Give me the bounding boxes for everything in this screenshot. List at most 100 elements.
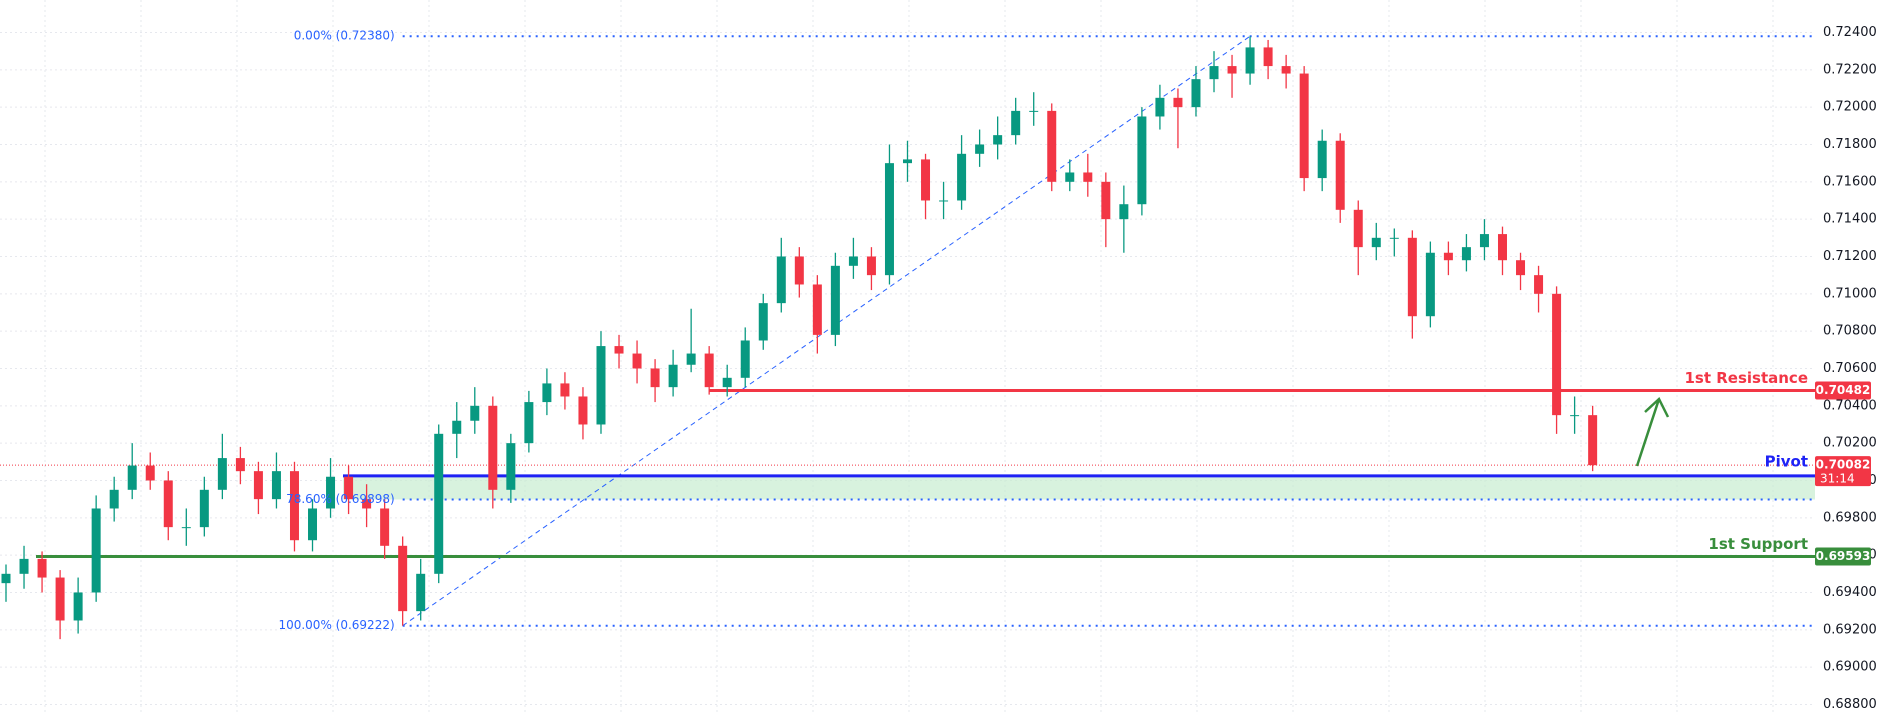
- candle-body: [19, 558, 29, 574]
- candle-body: [416, 573, 426, 612]
- candle-body: [668, 364, 678, 388]
- candle-body: [1443, 252, 1453, 261]
- candle-body: [1173, 97, 1183, 108]
- candle-body: [957, 153, 967, 201]
- fib-label: 100.00% (0.69222): [278, 618, 394, 632]
- candle-body: [1245, 47, 1255, 74]
- candle-body: [127, 465, 137, 490]
- candle-body: [1461, 247, 1471, 261]
- candle-body: [632, 353, 642, 369]
- candle-body: [326, 476, 336, 509]
- candle-body: [939, 200, 949, 202]
- candle-body: [1570, 415, 1580, 417]
- candle-body: [740, 340, 750, 378]
- level-price-label: 0.70482: [1816, 383, 1871, 397]
- y-tick-label: 0.69200: [1823, 622, 1877, 637]
- countdown: 31:14: [1820, 472, 1855, 486]
- candle-body: [289, 471, 299, 541]
- candle-body: [848, 256, 858, 266]
- candle-body: [1299, 73, 1309, 179]
- candle-body: [344, 476, 354, 500]
- candle-body: [199, 489, 209, 528]
- candle-body: [1047, 110, 1057, 182]
- fib-label: 0.00% (0.72380): [294, 29, 395, 43]
- candles: [1, 36, 1598, 640]
- arrow: [1635, 396, 1670, 467]
- candle-body: [91, 508, 101, 593]
- candle-body: [560, 383, 570, 397]
- y-tick-label: 0.70200: [1823, 436, 1877, 451]
- candle-body: [722, 377, 732, 388]
- pivot-zone: [343, 475, 1815, 500]
- candle-body: [398, 545, 408, 612]
- fib-trend-line: [402, 35, 1251, 627]
- candle-body: [1425, 252, 1435, 317]
- overlays: [0, 35, 1815, 627]
- candle-body: [650, 368, 660, 388]
- candle-body: [434, 433, 444, 574]
- candle-body: [1191, 79, 1201, 108]
- y-tick-label: 0.71400: [1823, 212, 1877, 227]
- candle-body: [830, 265, 840, 335]
- candle-body: [812, 284, 822, 335]
- candle-body: [542, 383, 552, 403]
- level-name: 1st Resistance: [1684, 369, 1808, 387]
- candle-body: [794, 256, 804, 285]
- candle-body: [1101, 181, 1111, 220]
- candle-body: [993, 135, 1003, 145]
- candle-body: [1371, 237, 1381, 248]
- candle-body: [614, 346, 624, 354]
- candle-body: [217, 458, 227, 490]
- candle-body: [1479, 234, 1489, 248]
- y-tick-label: 0.69400: [1823, 585, 1877, 600]
- candle-body: [109, 489, 119, 509]
- y-tick-label: 0.70800: [1823, 324, 1877, 339]
- candle-body: [1209, 66, 1219, 80]
- candle-body: [55, 577, 65, 621]
- candle-body: [1, 573, 11, 584]
- candle-body: [1011, 110, 1021, 136]
- level-price-label: 0.69593: [1816, 549, 1871, 563]
- candle-body: [1137, 116, 1147, 205]
- y-tick-label: 0.71800: [1823, 137, 1877, 152]
- y-tick-label: 0.69800: [1823, 510, 1877, 525]
- candle-body: [452, 420, 462, 434]
- candle-body: [1083, 172, 1093, 182]
- candle-body: [380, 508, 390, 546]
- y-tick-label: 0.71000: [1823, 286, 1877, 301]
- candle-body: [1155, 97, 1165, 117]
- candle-body: [975, 144, 985, 154]
- candle-body: [704, 353, 714, 388]
- candle-body: [578, 396, 588, 425]
- y-tick-label: 0.72000: [1823, 100, 1877, 115]
- candle-body: [163, 480, 173, 528]
- candle-body: [1534, 275, 1544, 294]
- candle-body: [903, 159, 912, 164]
- y-tick-label: 0.70600: [1823, 361, 1877, 376]
- candle-body: [1281, 66, 1291, 74]
- candle-body: [73, 592, 83, 621]
- candle-body: [1407, 237, 1417, 317]
- candle-body: [271, 471, 281, 500]
- y-tick-label: 0.72200: [1823, 62, 1877, 77]
- candle-body: [1588, 415, 1598, 466]
- level-price-box: [1815, 381, 1871, 400]
- candle-body: [1335, 140, 1345, 210]
- y-tick-label: 0.70400: [1823, 398, 1877, 413]
- level-name: 1st Support: [1708, 535, 1808, 553]
- current-price-box: [1815, 456, 1871, 487]
- candle-body: [524, 402, 534, 444]
- y-tick-label: 0.68800: [1823, 697, 1877, 712]
- candle-body: [1317, 140, 1327, 179]
- candle-body: [235, 458, 245, 472]
- y-tick-label: 0.72400: [1823, 25, 1877, 40]
- candle-body: [470, 405, 480, 421]
- candle-body: [181, 527, 191, 529]
- grid: [0, 0, 1815, 714]
- candle-body: [253, 471, 263, 500]
- candle-body: [1389, 237, 1399, 239]
- candle-body: [1497, 234, 1507, 261]
- candle-body: [1516, 260, 1526, 276]
- candle-body: [1029, 110, 1039, 112]
